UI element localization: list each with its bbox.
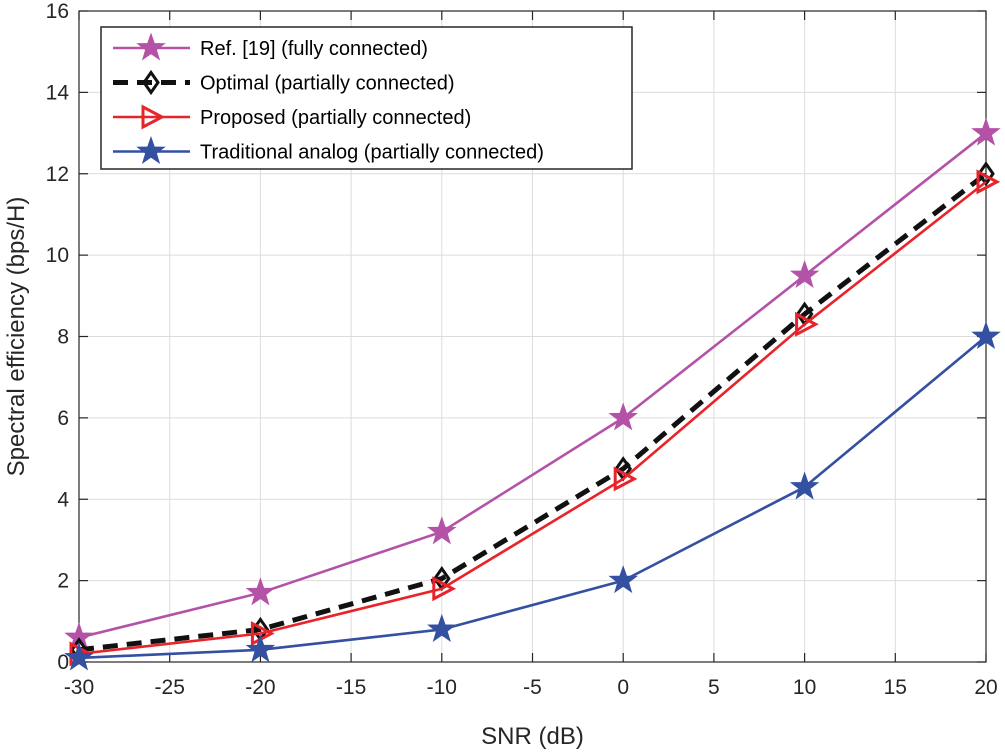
data-point	[432, 576, 457, 602]
legend-entry: Ref. [19] (fully connected)	[113, 32, 428, 61]
x-tick-label: -15	[336, 676, 366, 699]
data-point	[136, 135, 166, 165]
series-line	[78, 132, 987, 639]
data-point	[977, 161, 995, 187]
y-tick-label: 6	[57, 407, 69, 430]
series-lines	[64, 117, 1001, 671]
data-point	[976, 169, 1001, 195]
data-point	[971, 320, 1001, 350]
data-point	[427, 516, 457, 545]
legend-entry: Proposed (partially connected)	[113, 104, 471, 130]
x-tick-label: 0	[617, 676, 629, 699]
legend-box	[100, 26, 633, 170]
y-tick-label: 8	[57, 326, 69, 349]
data-point	[250, 621, 275, 647]
y-tick-label: 12	[46, 163, 69, 186]
series-line	[78, 335, 987, 660]
y-tick-label: 16	[46, 0, 69, 23]
data-point	[795, 311, 819, 337]
x-tick-label: 20	[974, 676, 997, 699]
x-tick-label: -25	[155, 676, 185, 699]
data-point	[64, 642, 94, 671]
data-point	[971, 117, 1001, 146]
data-point	[613, 466, 638, 492]
series-line	[78, 171, 988, 653]
legend-entry: Traditional analog (partially connected)	[113, 135, 544, 165]
y-tick-label: 10	[46, 244, 69, 267]
x-tick-label: 5	[708, 676, 720, 699]
x-tick-label: -30	[64, 676, 94, 699]
x-tick-label: -10	[427, 676, 457, 699]
y-tick-label: 2	[57, 570, 69, 593]
y-tick-label: 4	[57, 488, 69, 511]
y-tick-label: 0	[57, 651, 69, 674]
x-axis-label: SNR (dB)	[481, 723, 584, 750]
legend-label: Traditional analog (partially connected)	[200, 142, 544, 164]
legend: Ref. [19] (fully connected) Optimal (part…	[100, 26, 633, 170]
data-point	[608, 565, 638, 594]
axes: -30 -25 -20 -15 -10 -5 0 5 10 15 20 0 2 4 6 8 10 12 14 16	[46, 0, 998, 699]
data-point	[789, 471, 820, 500]
data-point	[608, 402, 638, 431]
legend-label: Proposed (partially connected)	[200, 107, 471, 129]
series-4	[64, 320, 1001, 671]
x-tick-label: -5	[523, 676, 542, 699]
data-point	[245, 634, 276, 663]
x-tick-label: 10	[793, 676, 816, 699]
x-tick-label: 15	[884, 676, 907, 699]
data-point	[142, 69, 160, 96]
data-point	[136, 32, 166, 61]
x-tick-label: -20	[245, 676, 275, 699]
data-point	[141, 104, 166, 130]
legend-entry: Optimal (partially connected)	[113, 69, 455, 96]
series-line	[78, 180, 987, 656]
y-tick-label: 14	[46, 81, 70, 104]
legend-label: Optimal (partially connected)	[200, 73, 455, 95]
y-axis-label: Spectral efficiency (bps/H)	[3, 197, 30, 477]
data-point	[427, 613, 457, 643]
data-point	[789, 259, 820, 289]
legend-label: Ref. [19] (fully connected)	[200, 38, 428, 60]
data-point	[245, 577, 276, 606]
